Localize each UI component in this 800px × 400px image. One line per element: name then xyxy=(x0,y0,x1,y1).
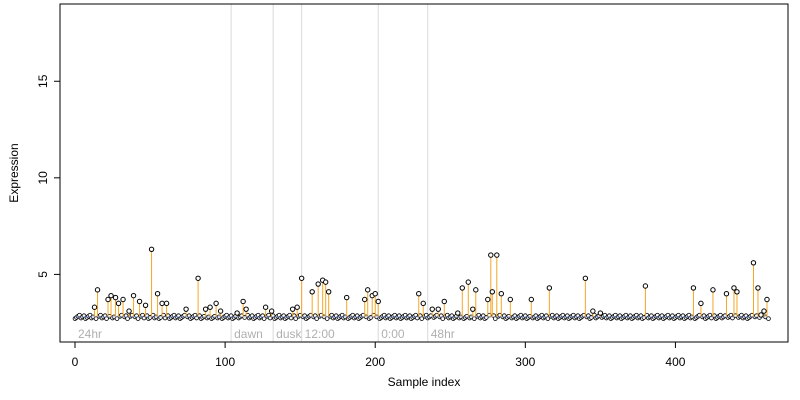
y-tick-label: 5 xyxy=(36,271,50,278)
data-point xyxy=(126,308,132,314)
data-point xyxy=(755,285,761,291)
data-point xyxy=(120,296,126,303)
data-point xyxy=(597,310,604,316)
x-tick-label: 300 xyxy=(515,355,535,369)
data-point xyxy=(322,279,329,285)
data-point xyxy=(582,275,589,281)
y-axis-label: Expression xyxy=(7,143,21,202)
data-point xyxy=(416,291,422,297)
data-point xyxy=(240,298,246,305)
region-label: dusk xyxy=(276,327,302,341)
data-point xyxy=(142,302,149,309)
data-point xyxy=(234,310,240,316)
data-point xyxy=(375,298,381,305)
data-point xyxy=(546,285,553,291)
region-label: 0:00 xyxy=(381,327,405,341)
data-point xyxy=(758,312,764,318)
data-point xyxy=(507,296,514,303)
data-point xyxy=(489,289,495,295)
x-axis: 0 100 200 300 400 xyxy=(72,341,686,369)
data-point xyxy=(690,285,697,291)
data-point xyxy=(731,285,737,291)
data-point xyxy=(105,296,111,303)
data-point xyxy=(315,281,321,287)
region-lines xyxy=(230,4,429,342)
data-point xyxy=(289,306,296,312)
region-labels: 24hr dawn dusk 12:00 0:00 48hr xyxy=(78,327,455,341)
data-point xyxy=(243,306,249,312)
data-point xyxy=(294,304,300,310)
data-point xyxy=(202,306,209,312)
data-point xyxy=(309,289,315,295)
data-point xyxy=(494,252,500,258)
data-point xyxy=(455,310,461,316)
data-point xyxy=(372,291,378,297)
x-tick-label: 200 xyxy=(365,355,385,369)
data-point xyxy=(195,275,201,281)
data-point xyxy=(459,285,465,291)
stem-lines xyxy=(94,249,768,317)
data-point xyxy=(590,308,596,314)
data-point xyxy=(298,275,305,281)
data-point xyxy=(262,304,269,310)
data-point xyxy=(734,289,740,295)
region-label: dawn xyxy=(234,327,263,341)
data-point xyxy=(154,291,161,297)
data-point xyxy=(108,292,114,299)
data-point xyxy=(761,308,767,314)
y-axis: 5 10 15 xyxy=(36,74,61,278)
data-point xyxy=(435,306,441,312)
data-point xyxy=(764,296,770,303)
data-point xyxy=(112,294,119,301)
region-label: 24hr xyxy=(78,327,102,341)
data-point xyxy=(470,306,476,312)
region-label: 48hr xyxy=(431,327,455,341)
data-point xyxy=(723,291,730,297)
data-point xyxy=(91,304,98,310)
data-point xyxy=(213,300,219,307)
data-point xyxy=(362,296,368,303)
x-tick-label: 0 xyxy=(72,355,79,369)
data-point xyxy=(488,252,494,258)
data-point xyxy=(148,246,155,252)
data-point xyxy=(365,287,371,293)
data-point xyxy=(268,308,275,314)
baseline-points xyxy=(72,312,771,321)
data-point xyxy=(130,292,137,299)
y-tick-label: 10 xyxy=(36,171,50,185)
data-point xyxy=(710,287,716,293)
data-point xyxy=(159,300,165,307)
x-tick-label: 100 xyxy=(215,355,235,369)
data-point xyxy=(136,298,143,305)
data-point xyxy=(420,300,426,307)
data-point xyxy=(441,298,447,305)
data-point xyxy=(163,300,170,307)
region-label: 12:00 xyxy=(305,327,335,341)
data-point xyxy=(485,296,491,303)
data-point xyxy=(528,296,535,303)
data-point xyxy=(429,306,435,312)
data-point xyxy=(94,287,101,293)
data-point xyxy=(325,289,332,295)
data-point xyxy=(473,287,479,293)
data-points xyxy=(91,246,770,318)
plot-frame xyxy=(59,3,789,343)
x-tick-label: 400 xyxy=(665,355,685,369)
data-point xyxy=(750,260,757,266)
data-point xyxy=(642,283,649,289)
y-tick-label: 15 xyxy=(36,74,50,88)
data-point xyxy=(498,291,505,297)
data-point xyxy=(183,306,189,312)
x-axis-label: Sample index xyxy=(388,375,461,389)
data-point xyxy=(465,279,471,285)
data-point xyxy=(207,304,213,310)
data-point xyxy=(343,294,350,301)
data-point xyxy=(217,308,224,314)
data-point xyxy=(115,300,122,307)
data-point xyxy=(698,300,704,307)
